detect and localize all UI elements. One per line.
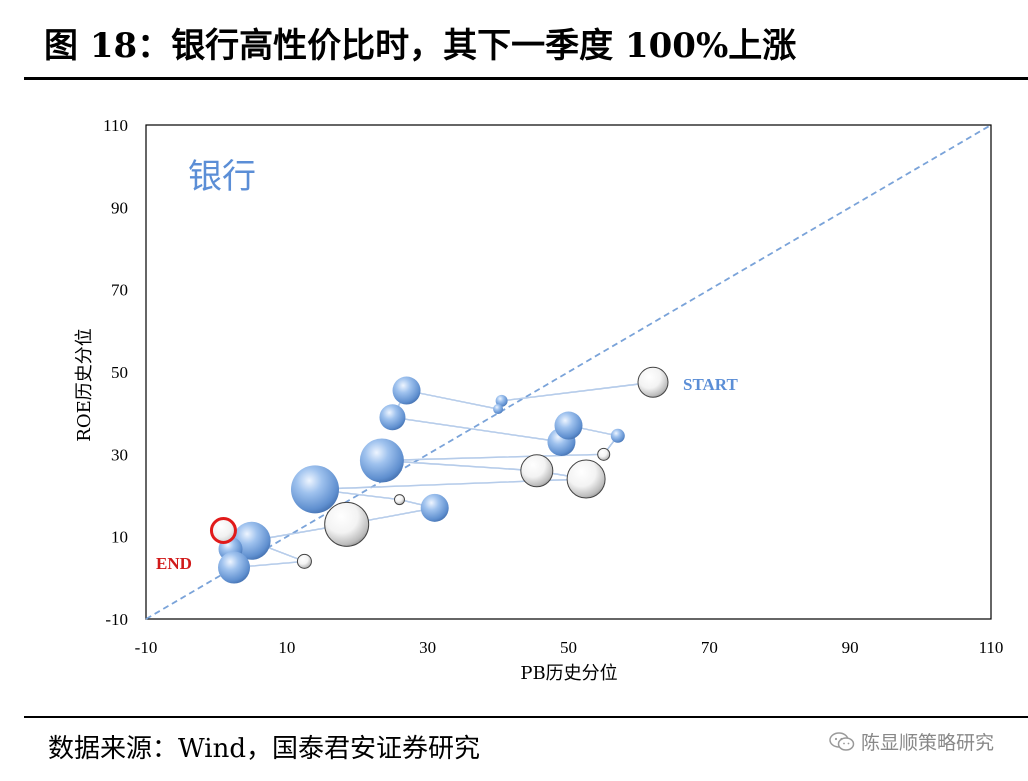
bubble-point <box>610 428 625 443</box>
bubble-point <box>420 493 449 522</box>
bubble-point <box>296 553 312 569</box>
wechat-icon <box>829 731 855 751</box>
bubble-point <box>566 459 606 499</box>
bubble-point <box>392 376 421 405</box>
y-tick-label: 90 <box>111 198 128 217</box>
bubble-point <box>291 465 339 514</box>
start-label: START <box>683 375 738 394</box>
source-rule <box>24 716 1028 718</box>
panel-label: 银行 <box>188 157 256 197</box>
bubble-point <box>324 501 370 547</box>
x-tick-label: -10 <box>135 638 158 657</box>
bubble-point <box>394 494 405 506</box>
y-tick-label: 50 <box>111 363 128 382</box>
y-axis-label: ROE历史分位 <box>74 328 95 441</box>
end-label: END <box>156 554 192 573</box>
x-tick-label: 110 <box>979 638 1004 657</box>
x-tick-label: 90 <box>842 638 859 657</box>
x-tick-label: 70 <box>701 638 718 657</box>
y-tick-label: 110 <box>103 116 128 135</box>
bubble-point <box>554 411 583 440</box>
watermark-text: 陈显顺策略研究 <box>860 732 994 754</box>
y-tick-label: 10 <box>111 528 128 547</box>
reference-line <box>145 124 992 620</box>
x-tick-label: 30 <box>419 638 436 657</box>
bubble-point <box>495 394 508 407</box>
bubble-point <box>520 454 554 488</box>
bubble-point <box>637 366 669 398</box>
bubble-point <box>379 404 406 431</box>
scatter-chart: -10 10 30 50 70 90 110 -10 10 30 50 70 90 110 银行 START E… <box>74 116 1003 684</box>
bubble-point <box>218 551 251 584</box>
y-tick-label: 70 <box>111 281 128 300</box>
watermark: 陈显顺策略研究 <box>829 728 994 755</box>
bubble-point <box>209 516 237 544</box>
source-note: 数据来源：Wind，国泰君安证券研究 <box>48 734 480 764</box>
x-tick-label: 50 <box>560 638 577 657</box>
y-tick-label: 30 <box>111 445 128 464</box>
bubble-point <box>493 404 504 415</box>
bubble-point <box>597 447 611 461</box>
bubble-point <box>359 438 404 483</box>
x-axis-label: PB历史分位 <box>520 663 617 684</box>
x-tick-label: 10 <box>278 638 295 657</box>
y-tick-label: -10 <box>105 610 128 629</box>
title-rule <box>24 77 1028 80</box>
plot-area: -10 10 30 50 70 90 110 -10 10 30 50 70 90 110 银行 START E… <box>103 116 1003 657</box>
figure-title: 图 18：银行高性价比时，其下一季度 100%上涨 <box>44 26 797 66</box>
